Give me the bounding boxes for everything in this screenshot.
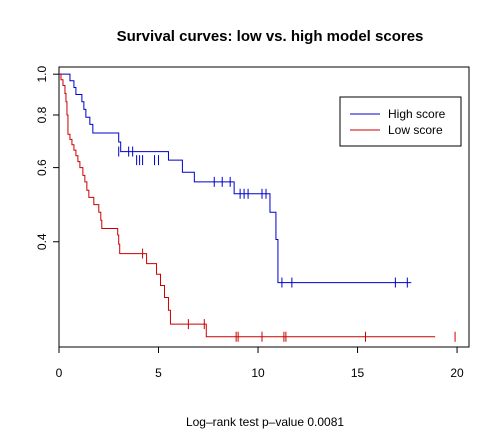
x-tick-label: 15	[351, 366, 365, 380]
series-layer	[59, 73, 456, 342]
x-tick-label: 20	[450, 366, 464, 380]
plot-frame	[58, 66, 470, 348]
y-tick-label: 0.8	[35, 106, 49, 123]
legend-label-low-score: Low score	[388, 123, 443, 137]
x-axis: 0 5 10 15 20	[56, 347, 464, 380]
legend-box	[339, 96, 462, 147]
x-tick-label: 0	[56, 366, 63, 380]
x-tick-label: 10	[251, 366, 265, 380]
logrank-footnote: Log–rank test p–value 0.0081	[186, 415, 344, 429]
y-tick-label: 0.4	[35, 233, 49, 250]
legend: High score Low score	[339, 96, 462, 147]
series-line-high-score	[59, 73, 412, 284]
chart-title: Survival curves: low vs. high model scor…	[117, 28, 424, 45]
series-line-low-score	[59, 73, 436, 338]
legend-label-high-score: High score	[388, 107, 446, 121]
y-axis: 0.4 0.6 0.8 1.0	[35, 66, 59, 250]
x-tick-label: 5	[155, 366, 162, 380]
y-tick-label: 0.6	[35, 159, 49, 176]
y-tick-label: 1.0	[35, 66, 49, 83]
